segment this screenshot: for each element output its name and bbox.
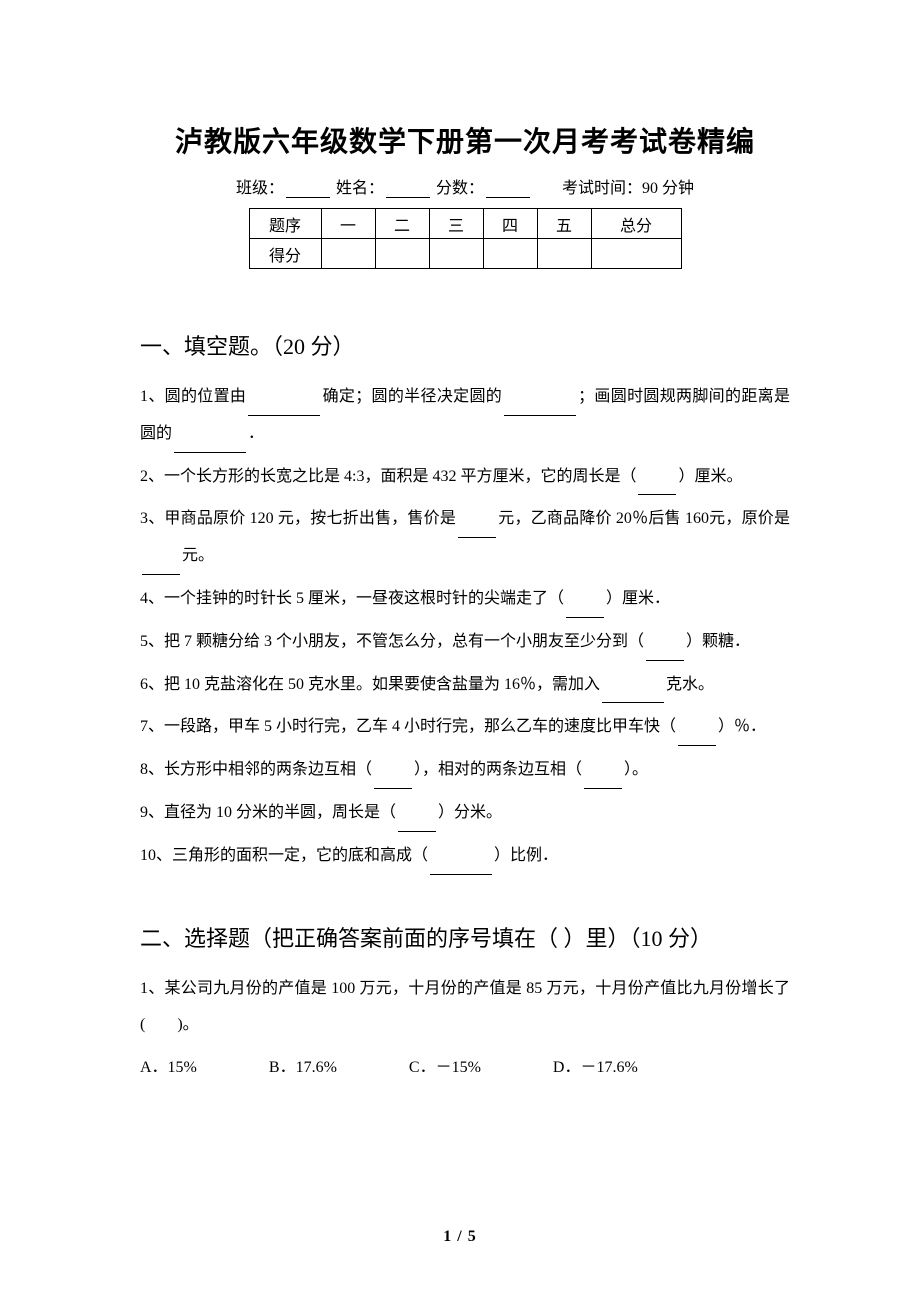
s1-q10: 10、三角形的面积一定，它的底和高成（）比例． <box>140 838 790 875</box>
blank <box>646 643 684 661</box>
blank <box>142 557 180 575</box>
td-sec-3 <box>429 239 483 269</box>
blank <box>584 771 622 789</box>
th-label: 题序 <box>249 209 321 239</box>
th-sec-5: 五 <box>537 209 591 239</box>
blank <box>504 398 576 416</box>
td-sec-1 <box>321 239 375 269</box>
blank <box>174 435 246 453</box>
th-sec-4: 四 <box>483 209 537 239</box>
exam-time-value: 90 分钟 <box>642 180 694 197</box>
option-c: C．－15% <box>409 1050 481 1087</box>
s1-q3: 3、甲商品原价 120 元，按七折出售，售价是元，乙商品降价 20％后售 160… <box>140 501 790 575</box>
s1-q7: 7、一段路，甲车 5 小时行完，乙车 4 小时行完，那么乙车的速度比甲车快（）％… <box>140 709 790 746</box>
option-b: B．17.6% <box>269 1050 337 1087</box>
score-label: 分数： <box>436 180 484 197</box>
td-sec-4 <box>483 239 537 269</box>
name-blank <box>386 180 430 198</box>
class-blank <box>286 180 330 198</box>
blank <box>638 477 676 495</box>
s2-q1-options: A．15% B．17.6% C．－15% D．－17.6% <box>140 1050 790 1087</box>
blank <box>566 600 604 618</box>
blank <box>458 520 496 538</box>
option-a: A．15% <box>140 1050 197 1087</box>
s1-q8: 8、长方形中相邻的两条边互相（），相对的两条边互相（）。 <box>140 752 790 789</box>
score-blank <box>486 180 530 198</box>
name-label: 姓名： <box>336 180 384 197</box>
blank <box>430 857 492 875</box>
score-table-header-row: 题序 一 二 三 四 五 总分 <box>249 209 681 239</box>
score-table: 题序 一 二 三 四 五 总分 得分 <box>249 208 682 269</box>
th-sec-3: 三 <box>429 209 483 239</box>
section-1-heading: 一、填空题。（20 分） <box>140 329 790 361</box>
s1-q9: 9、直径为 10 分米的半圆，周长是（）分米。 <box>140 795 790 832</box>
page-number: 1 / 5 <box>0 1228 920 1246</box>
s1-q5: 5、把 7 颗糖分给 3 个小朋友，不管怎么分，总有一个小朋友至少分到（）颗糖． <box>140 624 790 661</box>
td-sec-2 <box>375 239 429 269</box>
section-2-heading: 二、选择题（把正确答案前面的序号填在（ ）里）（10 分） <box>140 921 790 953</box>
s1-q2: 2、一个长方形的长宽之比是 4:3，面积是 432 平方厘米，它的周长是（）厘米… <box>140 459 790 496</box>
td-total <box>591 239 681 269</box>
blank <box>248 398 320 416</box>
td-sec-5 <box>537 239 591 269</box>
exam-title: 泸教版六年级数学下册第一次月考考试卷精编 <box>140 120 790 160</box>
th-sec-2: 二 <box>375 209 429 239</box>
s1-q6: 6、把 10 克盐溶化在 50 克水里。如果要使含盐量为 16％，需加入克水。 <box>140 667 790 704</box>
s1-q1: 1、圆的位置由确定；圆的半径决定圆的；画圆时圆规两脚间的距离是圆的． <box>140 379 790 453</box>
meta-line: 班级： 姓名： 分数： 考试时间：90 分钟 <box>140 174 790 198</box>
s1-q4: 4、一个挂钟的时针长 5 厘米，一昼夜这根时针的尖端走了（）厘米． <box>140 581 790 618</box>
blank <box>398 814 436 832</box>
s2-q1: 1、某公司九月份的产值是 100 万元，十月份的产值是 85 万元，十月份产值比… <box>140 971 790 1045</box>
class-label: 班级： <box>236 180 284 197</box>
blank <box>602 685 664 703</box>
score-table-score-row: 得分 <box>249 239 681 269</box>
th-total: 总分 <box>591 209 681 239</box>
blank <box>374 771 412 789</box>
blank <box>678 728 716 746</box>
exam-time-label: 考试时间： <box>562 180 642 197</box>
option-d: D．－17.6% <box>553 1050 638 1087</box>
td-label: 得分 <box>249 239 321 269</box>
th-sec-1: 一 <box>321 209 375 239</box>
